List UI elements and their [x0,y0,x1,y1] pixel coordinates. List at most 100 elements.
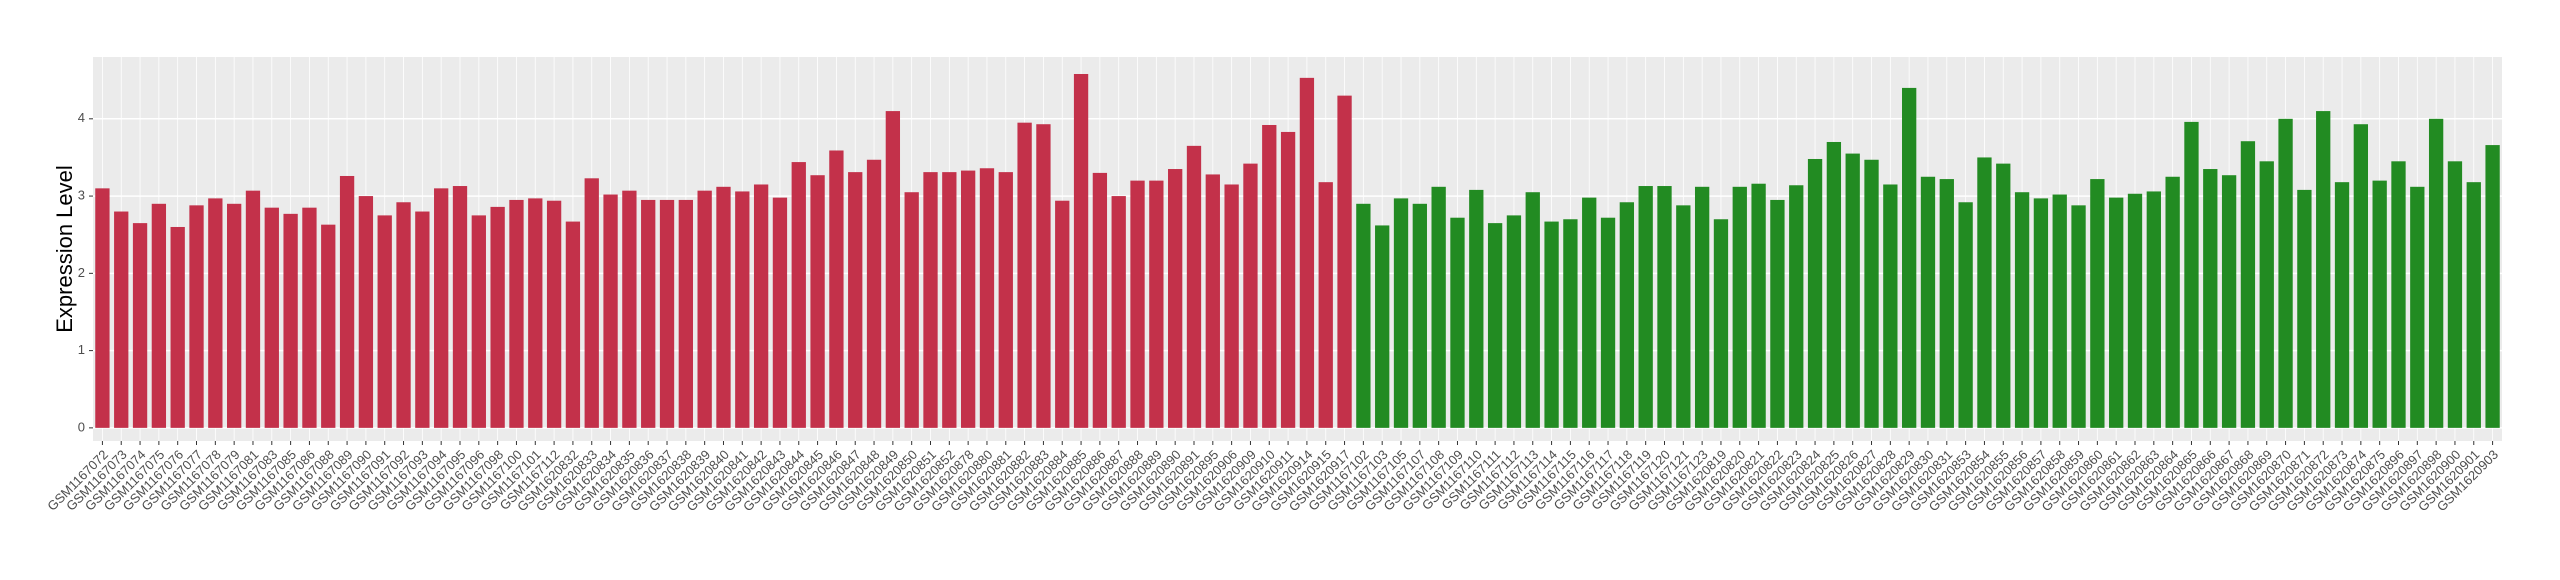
bar [1224,184,1239,428]
bar [1732,186,1747,428]
bar [1638,186,1653,428]
bar [1299,77,1315,428]
bar [1751,183,1766,428]
bar [1525,192,1540,428]
bar [2466,182,2481,428]
bar [904,192,919,428]
bar [960,170,976,428]
bar [2203,169,2218,428]
bar [1958,202,1973,428]
bar [659,199,675,428]
bar [1600,217,1616,428]
bar [753,184,769,428]
bar [641,199,656,428]
bar [1393,198,1409,428]
bar [1092,172,1108,428]
bar [1826,141,1842,428]
bar [1205,174,1220,428]
bar [170,226,185,428]
bar [2297,189,2312,428]
bar [452,186,468,428]
bar [528,198,543,428]
bar [2127,193,2143,428]
bar [2259,161,2274,428]
bar [264,207,279,428]
bar [1017,122,1032,428]
bar [227,203,242,428]
bar [697,190,712,428]
bar [565,221,581,428]
bar [1676,205,1691,428]
bar [1412,203,1427,428]
bar [2146,191,2161,428]
y-tick-label: 3 [78,188,85,203]
bar [1337,95,1352,428]
bar [885,111,901,428]
bar [114,211,129,428]
bar [1920,176,1936,428]
bar [772,197,788,428]
bar [2334,182,2350,428]
bar [2014,192,2030,428]
bar [1130,180,1145,428]
bar [942,172,957,428]
bar [1055,200,1070,428]
bar [1149,180,1164,428]
bar [2240,141,2256,428]
bar [678,199,693,428]
bar [396,202,411,428]
bar [1469,189,1484,428]
bar [979,168,995,428]
bar [1487,223,1503,428]
bar [2221,175,2237,428]
bar [415,211,430,428]
y-tick-label: 4 [78,110,85,125]
bar [716,186,731,428]
bar [791,162,806,428]
bar [546,200,562,428]
bar [1356,203,1371,428]
bar [1431,186,1446,428]
bar [321,224,336,428]
y-axis-label: Expression Level [52,165,77,333]
bar [2372,180,2387,428]
bar [377,215,392,428]
bar [1789,185,1804,428]
bar [2109,197,2124,428]
bar [1186,145,1202,428]
bar [1845,153,1860,428]
y-tick-label: 1 [78,342,85,357]
bar [1939,179,1954,428]
bar [1243,163,1258,428]
bar [1168,169,1183,428]
bar [2184,121,2199,428]
bar [866,159,882,428]
bar [1582,197,1597,428]
bar [1713,219,1729,428]
bar [735,191,750,428]
bar [302,207,317,428]
bar [622,190,637,428]
bar [434,188,449,428]
bar [923,172,938,428]
bar [1544,221,1559,428]
bar [339,175,355,428]
bar [848,172,863,428]
bar [2353,124,2368,428]
bar [2278,118,2293,428]
bar [2090,179,2105,428]
bar [1280,131,1296,428]
bar [1996,163,2011,428]
bar [1111,196,1126,428]
bar [208,198,223,428]
bar [1563,219,1578,428]
bar [2052,194,2067,428]
y-tick-label: 2 [78,265,85,280]
bar [1883,184,1898,428]
bar [283,213,298,428]
bar [1807,158,1823,428]
bar [1262,124,1277,428]
bar [1770,199,1785,428]
